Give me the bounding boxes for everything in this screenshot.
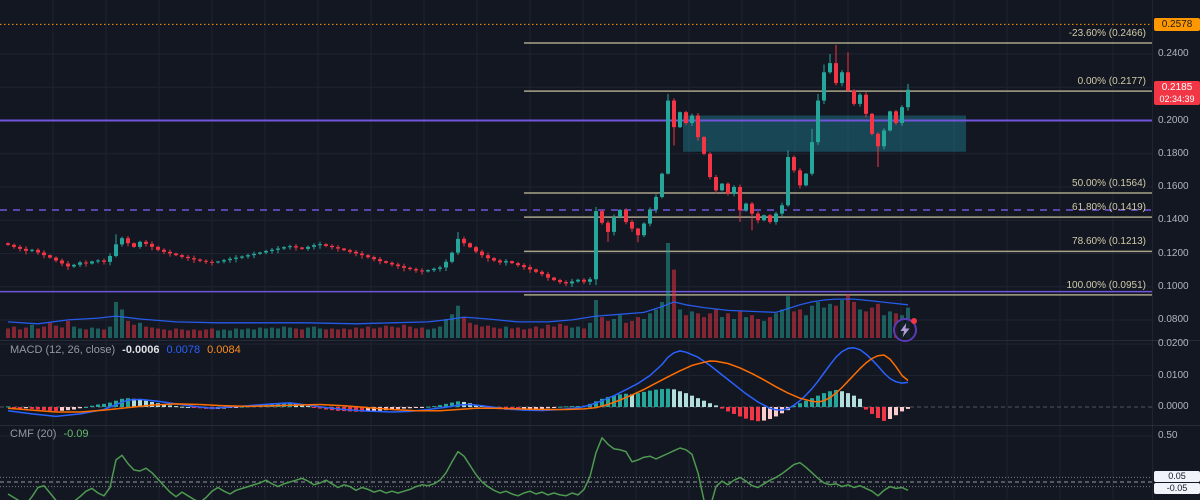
cmf-upper-value: 0.05 [1168,471,1186,481]
cmf-line [7,437,909,500]
high-price-value: 0.2578 [1161,19,1193,30]
fib-label: -23.60% (0.2466) [1068,28,1146,40]
macd-tick: 0.0000 [1158,401,1189,412]
fib-retracement-lines[interactable] [524,42,1152,296]
price-tick: 0.0800 [1158,314,1189,325]
cmf-legend: CMF (20) -0.09 [10,428,89,441]
macd-legend: MACD (12, 26, close) -0.0006 0.0078 0.0084 [10,344,241,357]
fib-label: 61.80% (0.1419) [1072,202,1146,214]
macd-hist-value: -0.0006 [122,344,160,356]
cmf-value: -0.09 [63,428,89,440]
volume-ma-line [7,298,909,325]
supply-zone-box[interactable] [683,115,966,152]
fib-label: 78.60% (0.1213) [1072,236,1146,248]
cmf-upper-badge: 0.05 [1154,471,1200,482]
price-axis[interactable] [1152,0,1200,500]
horizontal-price-lines[interactable] [0,23,1152,293]
volume-bars [6,243,910,338]
price-tick: 0.1000 [1158,280,1189,292]
last-price-value: 0.2185 [1161,82,1193,93]
cmf-legend-title: CMF (20) [10,428,57,440]
macd-line-value: 0.0078 [166,344,201,356]
instant-trade-button[interactable] [893,318,917,342]
price-tick: 0.2000 [1158,114,1189,126]
price-tick: 0.1400 [1158,214,1189,226]
cmf-tick: 0.50 [1158,430,1178,441]
macd-signal-value: 0.0084 [207,344,241,356]
macd-line [7,347,909,418]
last-price-badge: 0.2185 02:34:39 [1154,81,1200,105]
notification-dot [911,318,917,324]
price-tick: 0.1600 [1158,181,1189,192]
candlesticks [6,44,910,287]
price-tick: 0.1200 [1158,247,1189,259]
high-price-badge: 0.2578 [1154,18,1200,31]
gridlines [0,0,1152,500]
price-tick: 0.2400 [1158,48,1189,59]
macd-signal-line [7,354,909,413]
macd-tick: 0.0100 [1158,369,1189,381]
lightning-bolt-icon [900,323,910,337]
price-tick: 0.1800 [1158,147,1189,159]
fib-label: 100.00% (0.0951) [1066,279,1146,291]
cmf-lower-badge: -0.05 [1154,483,1200,494]
cmf-lower-value: -0.05 [1166,483,1188,493]
fib-label: 0.00% (0.2177) [1077,76,1146,88]
macd-tick: 0.0200 [1158,338,1189,349]
fib-label: 50.00% (0.1564) [1072,177,1146,189]
macd-legend-title: MACD (12, 26, close) [10,344,116,356]
candle-countdown: 02:34:39 [1159,94,1195,104]
